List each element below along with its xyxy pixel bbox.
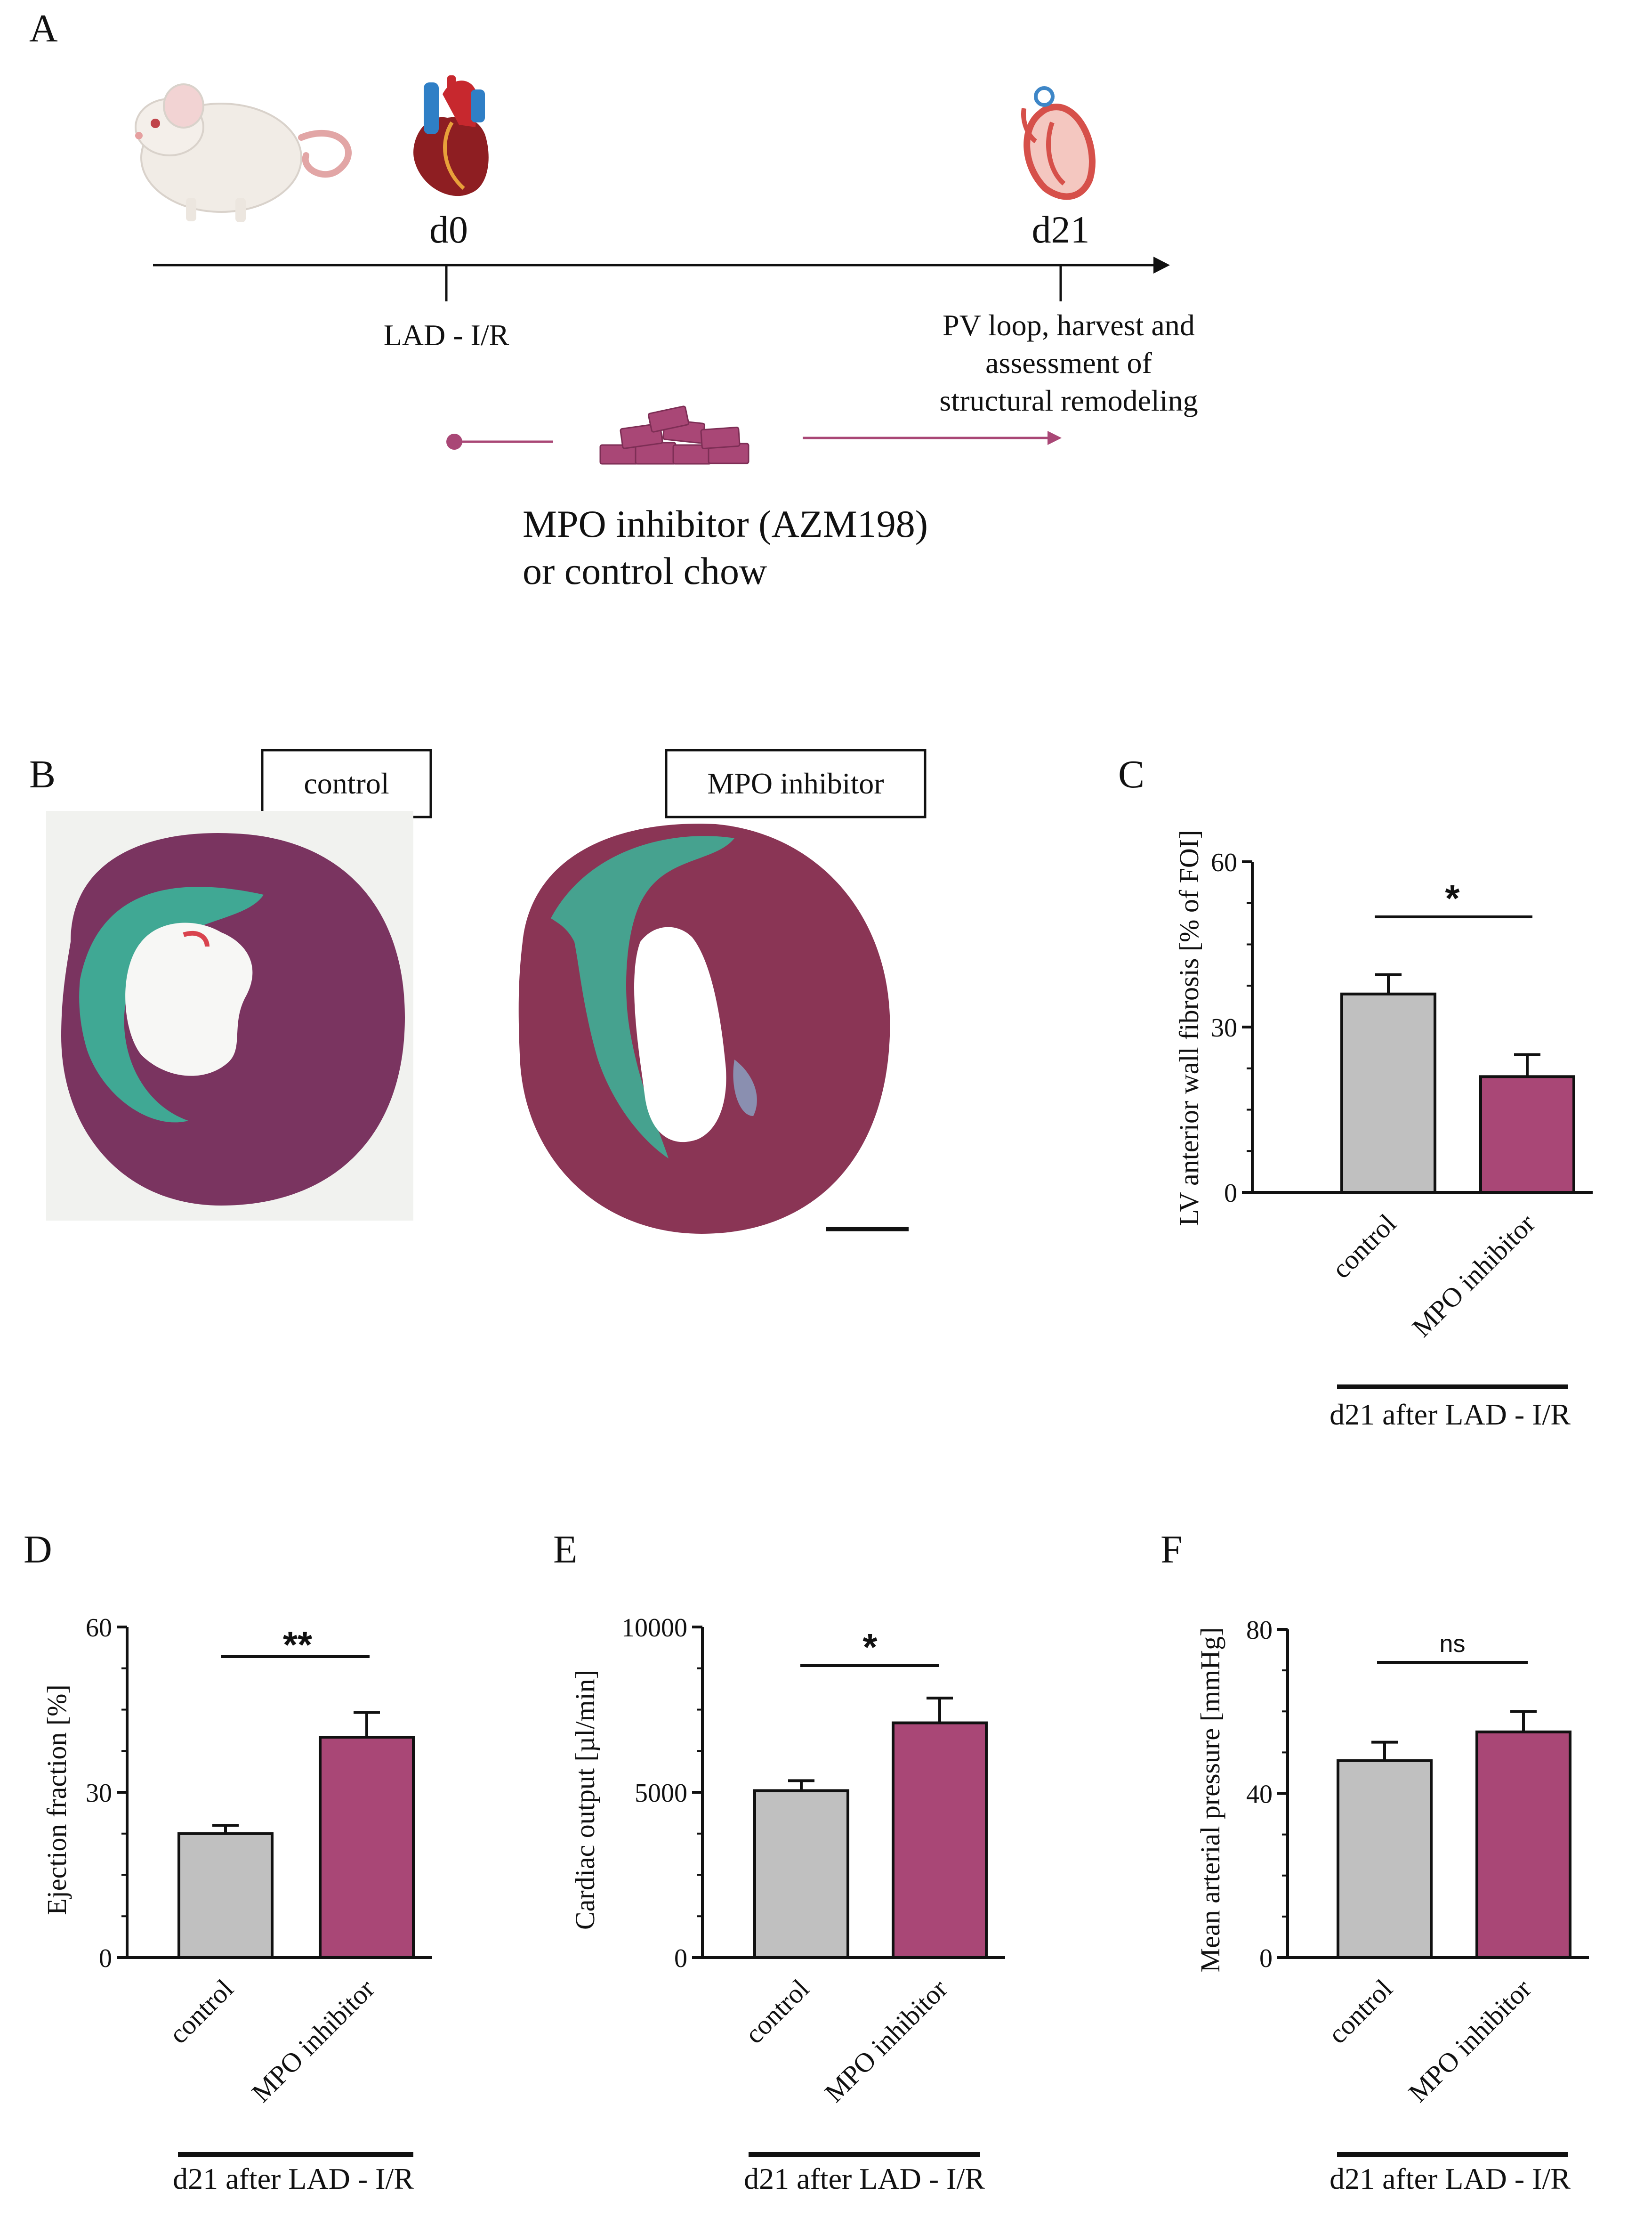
x-tick-label: control <box>1326 1208 1402 1284</box>
chart-c-significance: * <box>1445 877 1460 919</box>
chart-e-footnote: d21 after LAD - I/R <box>744 2162 985 2195</box>
chart-d-ylabel: Ejection fraction [%] <box>41 1684 72 1915</box>
treatment-label-line-1: MPO inhibitor (AZM198) <box>523 502 928 545</box>
y-tick-label: 40 <box>1246 1780 1273 1809</box>
y-tick-label: 60 <box>86 1613 112 1643</box>
bar-mpo-inhibitor <box>1475 1730 1571 1959</box>
y-tick-label: 10000 <box>621 1613 687 1643</box>
histology-mpo-label: MPO inhibitor <box>707 767 884 800</box>
heart-icon <box>413 75 489 196</box>
y-tick-label: 80 <box>1246 1616 1273 1645</box>
panel-letter-f: F <box>1160 1528 1183 1571</box>
treatment-label-line-2: or control chow <box>523 550 767 592</box>
chart-c-ylabel: LV anterior wall fibrosis [% of FOI] <box>1174 830 1204 1226</box>
x-tick-label: control <box>739 1973 815 2049</box>
timeline-d0-label: d0 <box>429 208 468 251</box>
panel-letter-b: B <box>29 753 56 796</box>
chart-e: Cardiac output [µl/min] 0 5000 10000 contro… <box>570 1613 1005 2108</box>
chart-d-significance: ** <box>283 1624 313 1666</box>
y-tick-label: 0 <box>1259 1944 1273 1973</box>
bar-control <box>177 1832 274 1959</box>
y-tick-label: 5000 <box>635 1779 687 1808</box>
chart-c-marks: 0 30 60 control MPO inhibitor <box>1211 848 1593 1343</box>
heart-outline-icon <box>1021 86 1096 200</box>
chart-e-significance: * <box>862 1626 878 1668</box>
chow-pellets-icon <box>599 405 749 465</box>
chart-f-significance: ns <box>1440 1630 1466 1658</box>
bar-mpo-inhibitor <box>319 1736 415 1959</box>
timeline-d0-event: LAD - I/R <box>384 318 509 352</box>
chart-e-marks: 0 5000 10000 control MPO inhibitor <box>621 1613 1005 2108</box>
x-tick-label: control <box>1322 1973 1398 2049</box>
histology-image-mpo <box>518 824 890 1234</box>
chart-d-marks: 0 30 60 control MPO inhibitor <box>86 1613 432 2108</box>
y-tick-label: 0 <box>99 1944 112 1973</box>
mouse-icon <box>135 83 352 222</box>
bar-control <box>753 1789 849 1959</box>
x-tick-label: MPO inhibitor <box>1406 1208 1541 1343</box>
treatment-bar <box>446 431 1062 450</box>
y-tick-label: 30 <box>86 1779 112 1808</box>
x-tick-label: MPO inhibitor <box>1402 1973 1537 2108</box>
timeline-d21-event-line-3: structural remodeling <box>939 384 1198 417</box>
bar-control <box>1340 992 1436 1194</box>
x-tick-label: MPO inhibitor <box>819 1973 953 2108</box>
x-tick-label: control <box>163 1973 239 2049</box>
chart-e-ylabel: Cardiac output [µl/min] <box>570 1670 600 1930</box>
chart-f-marks: 0 40 80 control MPO inhibitor <box>1246 1616 1589 2108</box>
panel-letter-e: E <box>553 1528 577 1571</box>
timeline-d21-event-line-2: assessment of <box>985 346 1152 380</box>
panel-letter-d: D <box>24 1528 52 1571</box>
panel-letter-c: C <box>1118 753 1144 796</box>
bar-control <box>1337 1759 1433 1959</box>
chart-f: Mean arterial pressure [mmHg] 0 40 80 contr… <box>1195 1616 1589 2108</box>
histology-mpo-label-box <box>665 749 927 818</box>
histology-image-control <box>46 811 413 1221</box>
chart-c: LV anterior wall fibrosis [% of FOI] 0 30… <box>1174 830 1593 1343</box>
y-tick-label: 0 <box>674 1944 687 1973</box>
timeline-d21-event-line-1: PV loop, harvest and <box>943 308 1195 342</box>
timeline-d21-label: d21 <box>1032 208 1090 251</box>
y-tick-label: 0 <box>1224 1179 1237 1208</box>
histology-control-label: control <box>304 767 389 800</box>
bar-mpo-inhibitor <box>892 1721 988 1959</box>
chart-f-ylabel: Mean arterial pressure [mmHg] <box>1195 1627 1225 1973</box>
chart-d: Ejection fraction [%] 0 30 60 control MPO in… <box>41 1613 432 2108</box>
chart-d-footnote: d21 after LAD - I/R <box>173 2162 414 2195</box>
y-tick-label: 30 <box>1211 1013 1237 1043</box>
bar-mpo-inhibitor <box>1479 1075 1575 1194</box>
chart-f-footnote: d21 after LAD - I/R <box>1330 2162 1571 2195</box>
x-tick-label: MPO inhibitor <box>246 1973 380 2108</box>
chart-c-footnote: d21 after LAD - I/R <box>1330 1398 1571 1431</box>
timeline-arrowhead <box>1153 257 1170 274</box>
panel-letter-a: A <box>29 7 58 50</box>
y-tick-label: 60 <box>1211 848 1237 877</box>
